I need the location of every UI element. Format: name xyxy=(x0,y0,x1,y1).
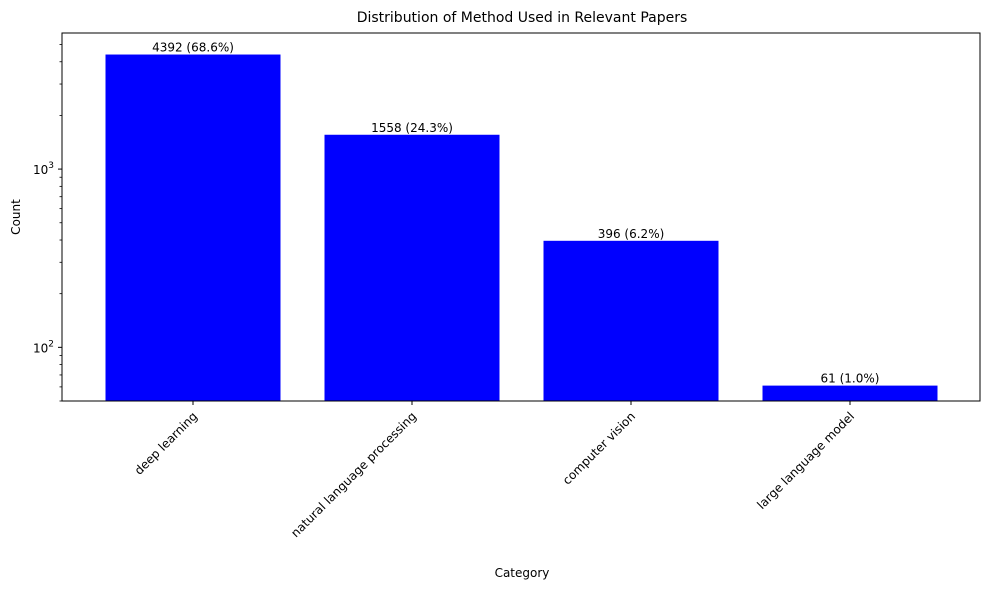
bar-labels-group: 4392 (68.6%) 1558 (24.3%) 396 (6.2%) 61 (1.… xyxy=(152,41,879,386)
bar-natural-language-processing xyxy=(324,134,500,401)
bar-value-label: 4392 (68.6%) xyxy=(152,41,234,55)
bar-value-label: 61 (1.0%) xyxy=(821,372,880,386)
bar-large-language-model xyxy=(762,385,938,401)
bar-value-label: 1558 (24.3%) xyxy=(371,121,453,135)
y-tick-exponent: 2 xyxy=(48,339,54,349)
chart-title: Distribution of Method Used in Relevant … xyxy=(357,10,688,26)
bar-deep-learning xyxy=(105,54,281,401)
y-tick-label: 103 xyxy=(33,161,54,177)
bar-computer-vision xyxy=(543,240,719,401)
plot-frame xyxy=(61,32,981,402)
x-axis-label: Category xyxy=(495,566,550,580)
y-tick-label: 102 xyxy=(33,339,54,355)
bar-value-label: 396 (6.2%) xyxy=(598,227,665,241)
y-axis-label: Count xyxy=(9,199,23,235)
y-tick-base: 10 xyxy=(33,163,48,177)
y-tick-exponent: 3 xyxy=(48,161,54,171)
y-tick-base: 10 xyxy=(33,341,48,355)
bars-group xyxy=(105,54,938,401)
